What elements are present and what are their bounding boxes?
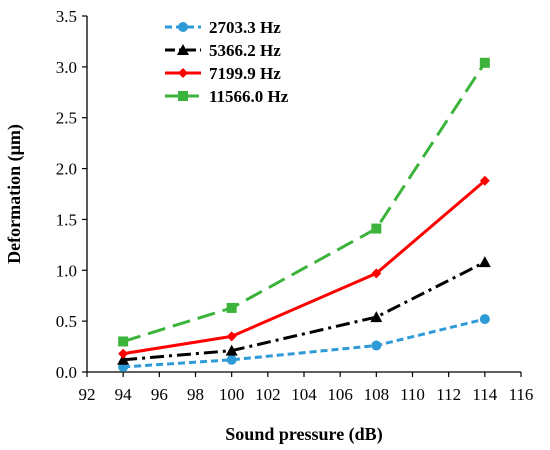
series-line [122, 61, 487, 343]
x-tick-label: 92 [79, 385, 96, 404]
x-tick-label: 98 [187, 385, 204, 404]
legend-marker [178, 91, 188, 101]
series-11566-0-hz [118, 57, 490, 347]
series-line [123, 260, 486, 362]
series-line [122, 179, 486, 356]
legend-item: 7199.9 Hz [165, 64, 281, 83]
legend-label: 5366.2 Hz [209, 41, 281, 60]
series-layer [117, 57, 491, 372]
legend-marker [177, 44, 189, 55]
y-tick-label: 1.5 [56, 210, 77, 229]
legend-label: 11566.0 Hz [209, 87, 289, 106]
y-axis-title: Deformation (μm) [4, 124, 25, 264]
data-point [479, 314, 490, 325]
data-point [478, 256, 491, 268]
legend-item: 2703.3 Hz [165, 18, 281, 37]
x-tick-label: 106 [327, 385, 353, 404]
y-tick-label: 0.0 [56, 363, 77, 382]
data-point [117, 353, 130, 365]
series-line [123, 317, 486, 369]
x-tick-label: 102 [255, 385, 281, 404]
ticks: 92 94 96 98 100 102 104 106 108 110 112 114 116 0.0 0.… [56, 7, 534, 404]
series-7199-9-hz [118, 175, 490, 359]
x-tick-label: 112 [436, 385, 461, 404]
y-tick-label: 2.0 [56, 160, 77, 179]
data-point [225, 344, 238, 356]
x-axis-title: Sound pressure (dB) [225, 424, 382, 445]
y-tick-label: 1.0 [56, 261, 77, 280]
legend: 2703.3 Hz 5366.2 Hz 7199.9 Hz 11566.0 Hz [165, 18, 289, 106]
x-tick-label: 96 [151, 385, 168, 404]
x-tick-label: 100 [219, 385, 245, 404]
data-point [371, 340, 382, 351]
x-tick-label: 108 [364, 385, 390, 404]
data-point [118, 348, 129, 359]
data-point [371, 223, 382, 234]
x-tick-label: 110 [400, 385, 425, 404]
legend-marker [178, 68, 188, 78]
data-point [371, 268, 382, 279]
y-tick-label: 2.5 [56, 109, 77, 128]
series-5366-2-hz [117, 256, 491, 365]
legend-item: 11566.0 Hz [165, 87, 289, 106]
y-tick-label: 3.0 [56, 58, 77, 77]
axes [86, 16, 521, 373]
data-point [226, 354, 237, 365]
data-point [370, 311, 383, 323]
y-tick-label: 0.5 [56, 312, 77, 331]
legend-label: 7199.9 Hz [209, 64, 281, 83]
data-point [226, 302, 237, 313]
x-tick-label: 114 [472, 385, 497, 404]
x-tick-label: 104 [291, 385, 317, 404]
data-point [118, 336, 129, 347]
legend-item: 5366.2 Hz [165, 41, 281, 60]
x-tick-label: 116 [509, 385, 534, 404]
legend-marker [178, 22, 188, 32]
data-point [226, 331, 237, 342]
data-point [479, 175, 490, 186]
data-point [479, 57, 490, 68]
legend-label: 2703.3 Hz [209, 18, 281, 37]
x-tick-label: 94 [115, 385, 133, 404]
series-2703-3-hz [118, 314, 490, 372]
y-tick-label: 3.5 [56, 7, 77, 26]
